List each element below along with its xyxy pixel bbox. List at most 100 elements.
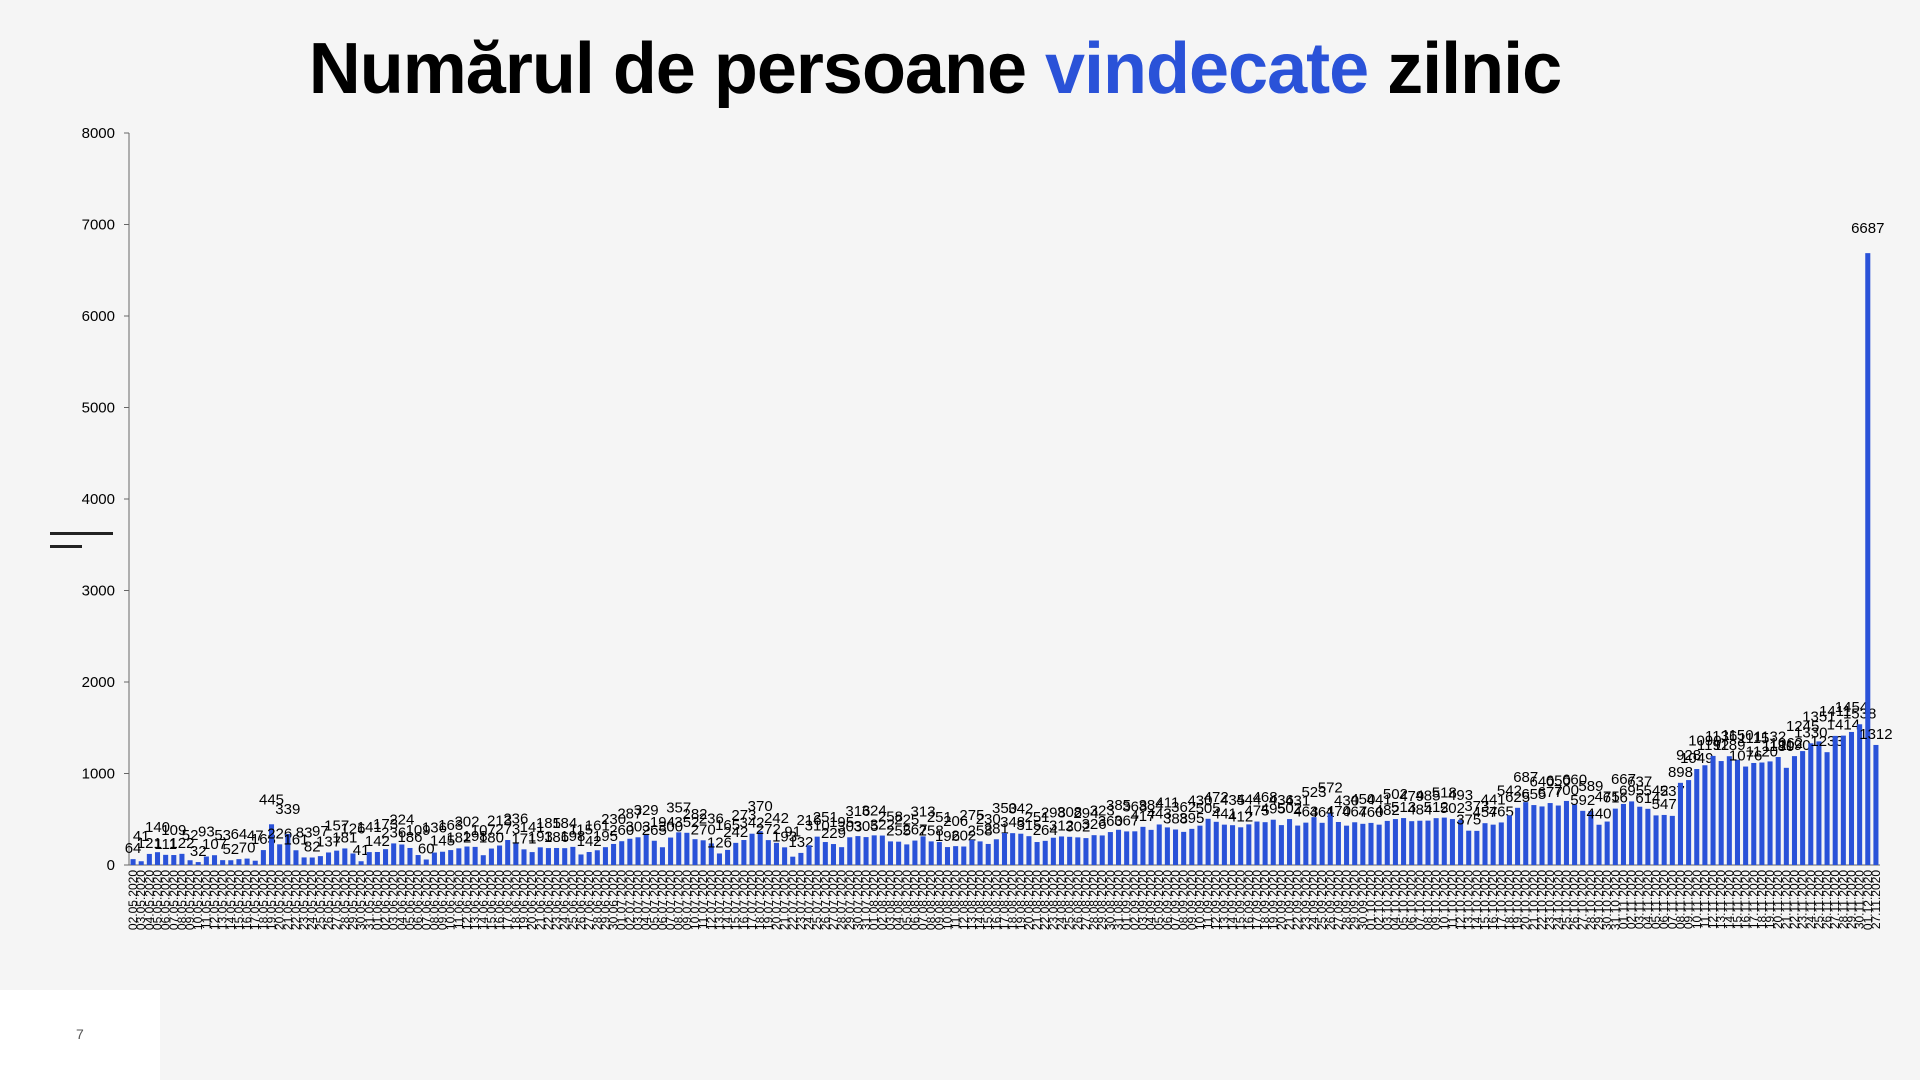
x-tick-label: 29.06.2020: [598, 870, 612, 930]
data-label: 411: [1155, 794, 1179, 811]
x-tick-label: 03.06.2020: [387, 870, 401, 930]
x-tick-label: 16.10.2020: [1486, 870, 1500, 930]
y-tick-label: 5000: [82, 400, 115, 417]
x-tick-label: 18.10.2020: [1502, 870, 1516, 930]
data-label: 107: [471, 822, 496, 839]
bar: [1637, 806, 1643, 865]
data-label: 142: [577, 833, 602, 850]
x-tick-label: 16.08.2020: [989, 870, 1003, 930]
data-label: 196: [935, 828, 960, 845]
data-label: 523: [1301, 784, 1326, 801]
data-label: 1538: [1843, 705, 1876, 722]
bar: [440, 851, 446, 865]
x-tick-label: 08.08.2020: [924, 870, 938, 930]
x-tick-label: 29.11.2020: [1844, 870, 1858, 929]
data-label: 625: [1505, 789, 1530, 806]
bar: [1067, 836, 1073, 865]
bar: [163, 854, 169, 865]
data-label: 368: [1122, 798, 1147, 815]
bar: [1124, 831, 1130, 865]
bar: [423, 859, 429, 865]
x-tick-label: 13.05.2020: [216, 870, 230, 930]
x-tick-label: 17.05.2020: [248, 870, 262, 930]
bar: [1629, 801, 1635, 865]
bar: [350, 853, 356, 865]
x-tick-label: 01.10.2020: [1364, 870, 1378, 930]
bar: [1099, 835, 1105, 865]
data-label: 300: [658, 819, 683, 836]
x-tick-label: 15.06.2020: [484, 870, 498, 930]
bar: [537, 847, 543, 865]
x-tick-label: 16.11.2020: [1739, 870, 1753, 929]
x-tick-label: 20.07.2020: [769, 870, 783, 930]
data-label: 542: [1497, 782, 1522, 799]
x-tick-label: 09.08.2020: [932, 870, 946, 930]
x-tick-label: 29.07.2020: [843, 870, 857, 930]
data-label: 547: [1652, 796, 1677, 813]
bar: [1515, 807, 1521, 865]
bar: [635, 837, 641, 865]
data-label: 230: [976, 811, 1001, 828]
x-tick-label: 13.07.2020: [712, 870, 726, 930]
x-tick-label: 25.11.2020: [1812, 870, 1826, 929]
bar: [578, 854, 584, 865]
data-label: 502: [1440, 800, 1465, 817]
bar: [782, 847, 788, 865]
bar: [472, 846, 478, 865]
x-tick-label: 07.05.2020: [167, 870, 181, 930]
data-label: 115: [569, 821, 593, 838]
data-label: 258: [968, 822, 993, 839]
bar: [268, 824, 275, 865]
data-label: 213: [487, 813, 512, 830]
bar: [554, 847, 560, 865]
x-tick-label: 15.05.2020: [232, 870, 246, 930]
x-tick-label: 14.07.2020: [721, 870, 735, 930]
bar: [1287, 819, 1293, 865]
title-part2: zilnic: [1368, 29, 1562, 109]
data-label: 195: [829, 814, 854, 831]
bar: [659, 847, 665, 865]
x-tick-label: 25.07.2020: [810, 870, 824, 930]
x-tick-label: 02.09.2020: [1128, 870, 1142, 930]
bar: [1759, 762, 1765, 865]
bar: [187, 860, 193, 865]
bar: [1686, 780, 1692, 865]
bar: [1612, 808, 1618, 865]
y-tick-label: 0: [107, 857, 115, 874]
x-tick-label: 02.06.2020: [379, 870, 393, 930]
x-tick-label: 24.07.2020: [802, 870, 816, 930]
x-tick-label: 08.10.2020: [1421, 870, 1435, 930]
bar: [146, 853, 152, 865]
bar: [904, 844, 910, 865]
bar: [839, 847, 845, 865]
bar: [1563, 800, 1569, 865]
bar: [863, 837, 869, 865]
data-label: 589: [1578, 778, 1603, 795]
bar: [407, 847, 413, 865]
data-label: 1062: [1770, 735, 1803, 752]
data-label: 255: [886, 823, 911, 840]
x-tick-label: 29.05.2020: [346, 870, 360, 930]
data-label: 83: [296, 824, 313, 841]
x-tick-label: 17.11.2020: [1747, 870, 1761, 929]
bar: [203, 856, 209, 865]
bar: [1547, 803, 1553, 865]
bar: [1368, 822, 1374, 865]
data-label: 140: [145, 819, 170, 836]
x-tick-label: 05.05.2020: [151, 870, 165, 930]
data-label: 898: [1668, 764, 1693, 781]
bar: [741, 840, 747, 865]
x-tick-label: 07.08.2020: [916, 870, 930, 930]
x-tick-label: 11.11.2020: [1698, 870, 1712, 929]
footer-right-panel: [160, 990, 1920, 1080]
data-label: 242: [723, 824, 748, 841]
bar: [1376, 824, 1382, 865]
bar: [1604, 821, 1610, 865]
bar: [1083, 838, 1089, 865]
bar: [1278, 825, 1284, 865]
data-label: 141: [520, 819, 545, 836]
data-label: 60: [418, 841, 435, 858]
x-tick-label: 19.06.2020: [517, 870, 531, 930]
bar: [1107, 832, 1113, 865]
x-tick-label: 10.08.2020: [940, 870, 954, 930]
